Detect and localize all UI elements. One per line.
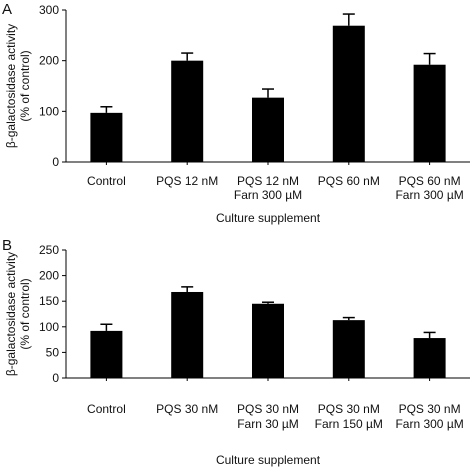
x-tick-label-line2: Farn 300 µM [395,417,463,431]
y-tick-label: 200 [39,269,59,283]
y-axis-label-a-line1: β-galactosidase activity [4,24,18,148]
bar [252,303,284,378]
bar [252,97,284,162]
bar [90,330,123,378]
y-axis-label-a-line2: (% of control) [18,50,32,121]
bar [171,291,204,378]
x-axis-label-a: Culture supplement [216,211,321,225]
x-tick-label: Control [87,402,126,416]
y-tick-label: 200 [39,54,59,68]
x-tick-label: PQS 12 nM [156,174,218,188]
chart-panel-a: A β-galactosidase activity (% of control… [2,1,470,225]
x-tick-label: PQS 30 nM [399,402,461,416]
y-tick-label: 50 [46,345,60,359]
x-tick-label: PQS 30 nM [156,402,218,416]
bar [171,60,204,162]
bar [90,112,123,162]
bar [332,25,365,163]
x-tick-label: PQS 30 nM [318,402,380,416]
y-tick-label: 250 [39,243,59,257]
y-tick-label: 0 [52,371,59,385]
x-tick-label-line2: Farn 300 µM [234,188,302,202]
bar [413,338,446,378]
chart-panel-b: B β-galactosidase activity (% of control… [2,237,470,467]
y-tick-label: 0 [52,155,59,169]
x-tick-label: PQS 12 nM [237,174,299,188]
panel-label-a: A [2,1,12,18]
x-tick-label: PQS 60 nM [399,174,461,188]
y-tick-label: 150 [39,294,59,308]
y-tick-label: 100 [39,320,59,334]
x-tick-label-line2: Farn 30 µM [237,417,299,431]
x-tick-label: PQS 60 nM [318,174,380,188]
y-axis-label-b-line2: (% of control) [18,278,32,349]
x-tick-label: PQS 30 nM [237,402,299,416]
x-axis-label-b: Culture supplement [216,453,321,467]
bar [413,64,446,162]
x-tick-label: Control [87,174,126,188]
x-tick-label-line2: Farn 300 µM [395,188,463,202]
panel-label-b: B [2,237,12,254]
x-tick-label-line2: Farn 150 µM [315,417,383,431]
y-tick-label: 300 [39,3,59,17]
y-axis-label-b-line1: β-galactosidase activity [4,252,18,376]
y-tick-label: 100 [39,104,59,118]
bar [332,320,365,378]
